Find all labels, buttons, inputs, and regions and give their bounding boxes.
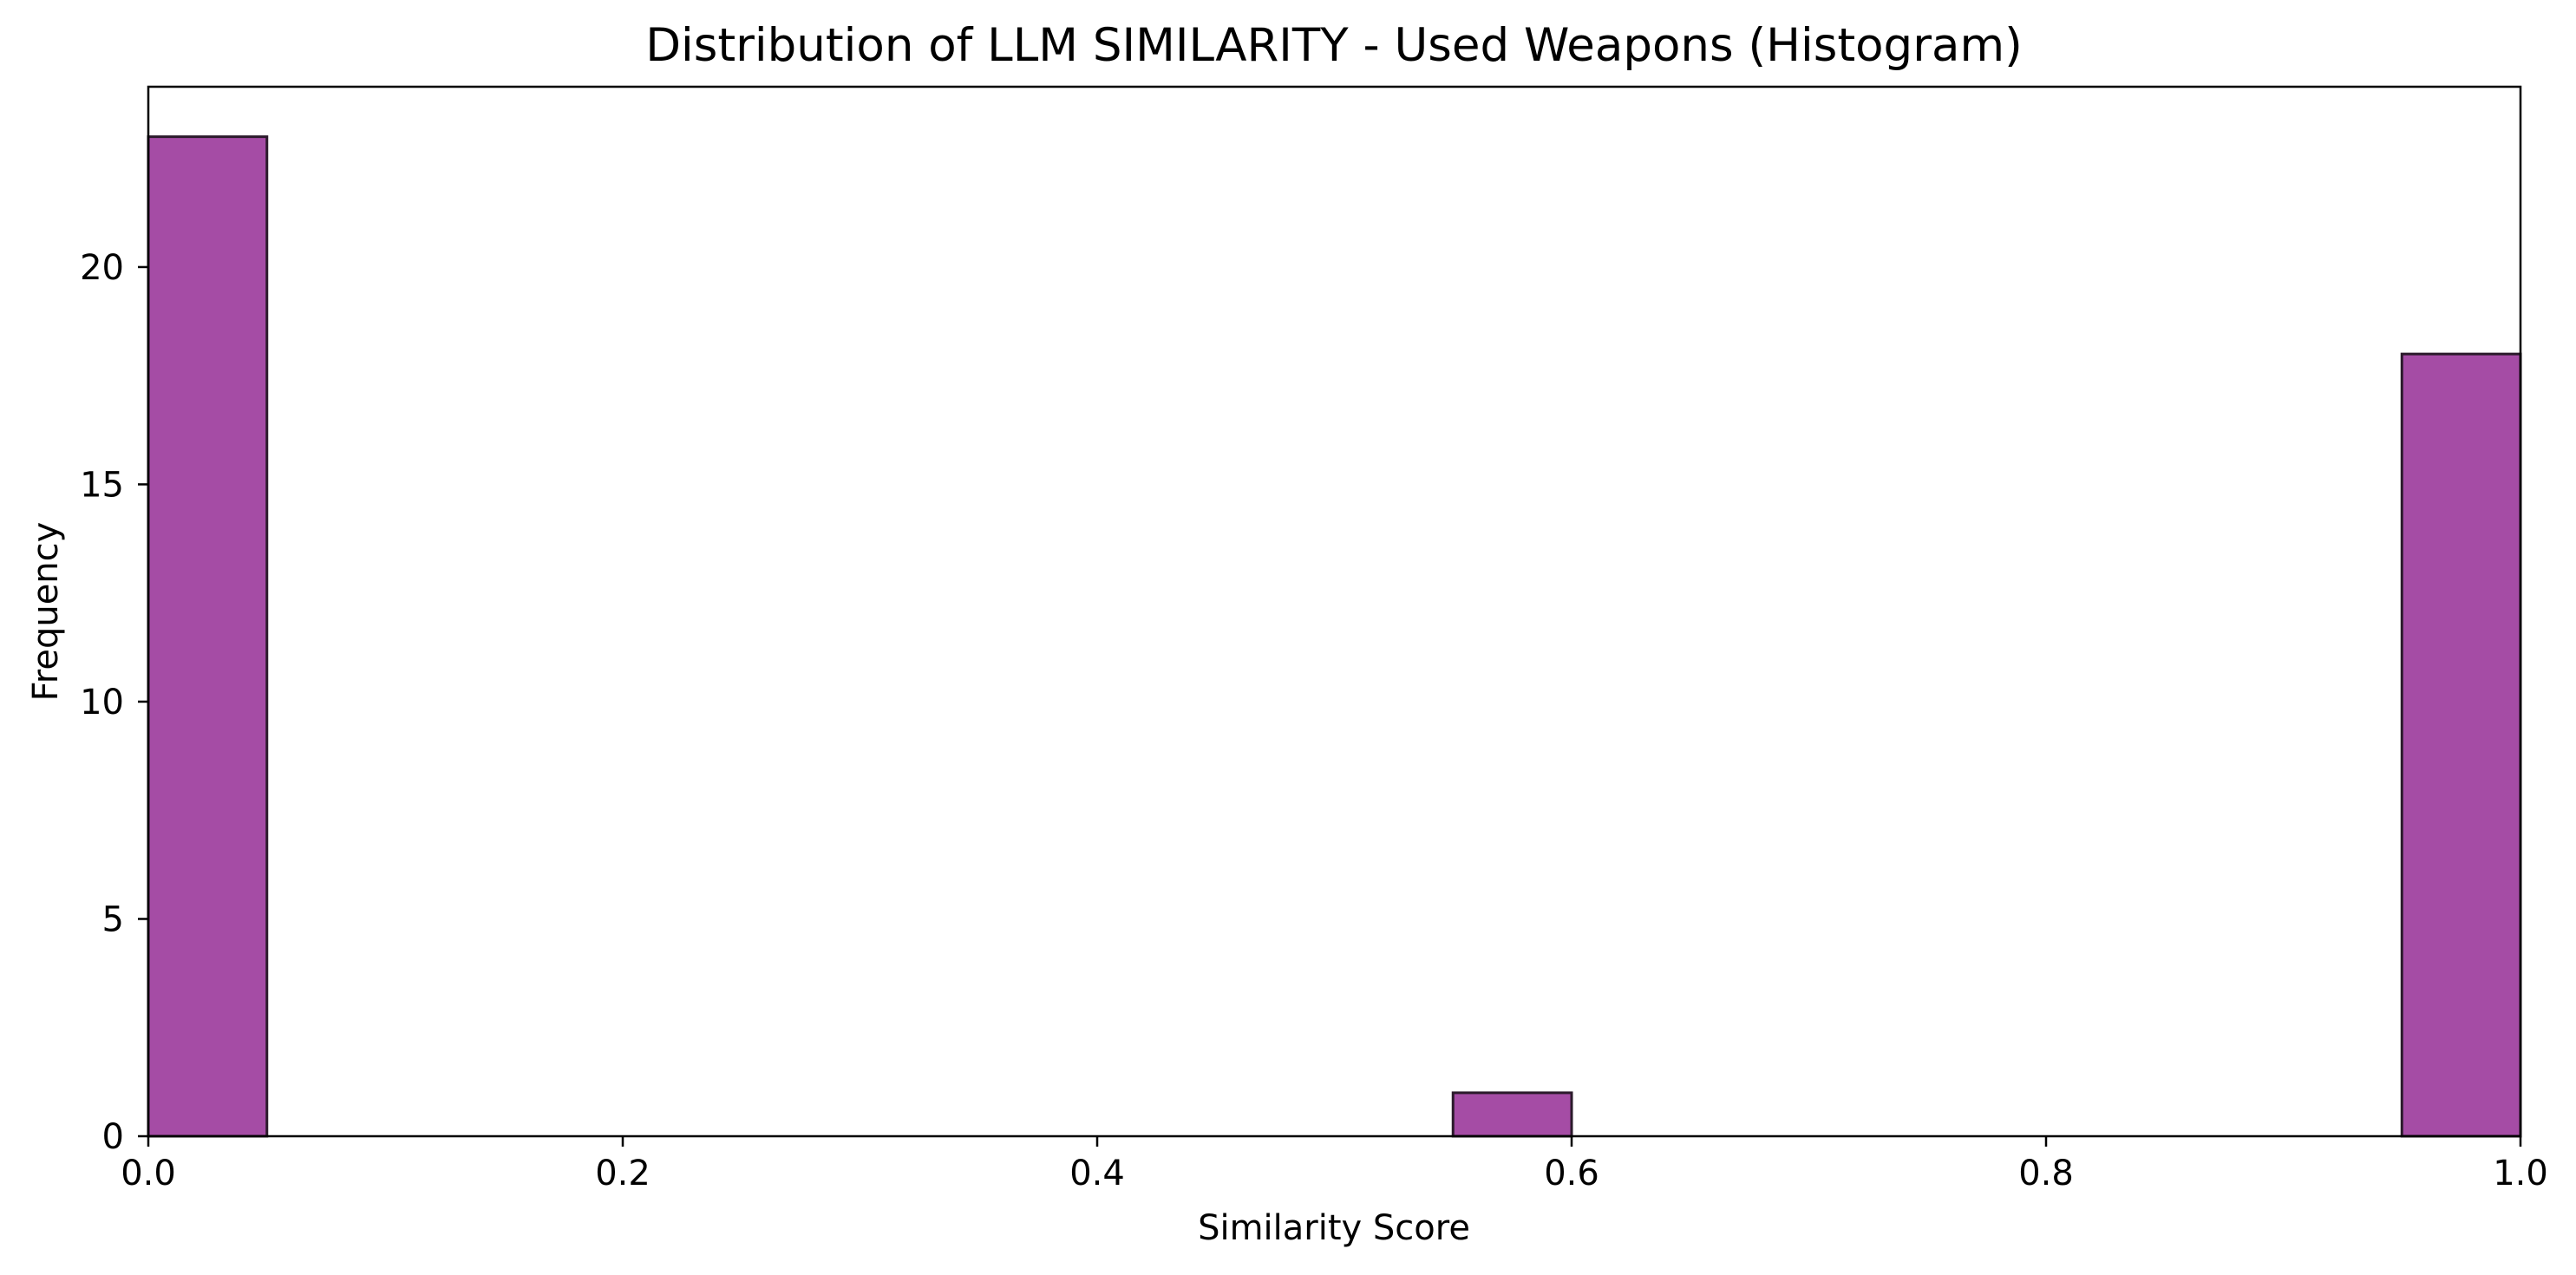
x-tick-label: 0.8 — [2018, 1154, 2074, 1193]
histogram-bar — [2400, 352, 2522, 1138]
y-axis-ticks: 0 5 10 15 20 — [80, 248, 148, 1157]
y-tick-label: 5 — [102, 899, 124, 939]
histogram-bar — [1451, 1091, 1573, 1138]
chart-title: Distribution of LLM SIMILARITY - Used We… — [645, 19, 2023, 72]
y-tick-label: 10 — [80, 683, 124, 722]
plot-area — [148, 87, 2520, 1136]
x-axis-label: Similarity Score — [1198, 1208, 1470, 1248]
y-tick-label: 0 — [102, 1117, 124, 1157]
x-axis-ticks: 0.0 0.2 0.4 0.6 0.8 1.0 — [121, 1136, 2548, 1193]
axes-border — [147, 85, 2522, 1138]
axes-frame — [147, 85, 2522, 1138]
x-tick-label: 0.2 — [595, 1154, 651, 1193]
x-tick-label: 0.0 — [121, 1154, 176, 1193]
y-tick-label: 15 — [80, 465, 124, 505]
y-axis-label: Frequency — [26, 522, 66, 702]
histogram-bar — [147, 135, 269, 1138]
x-tick-label: 0.4 — [1069, 1154, 1125, 1193]
y-tick-label: 20 — [80, 248, 124, 288]
x-tick-label: 1.0 — [2493, 1154, 2548, 1193]
bars-group — [147, 135, 2522, 1138]
x-tick-label: 0.6 — [1544, 1154, 1599, 1193]
